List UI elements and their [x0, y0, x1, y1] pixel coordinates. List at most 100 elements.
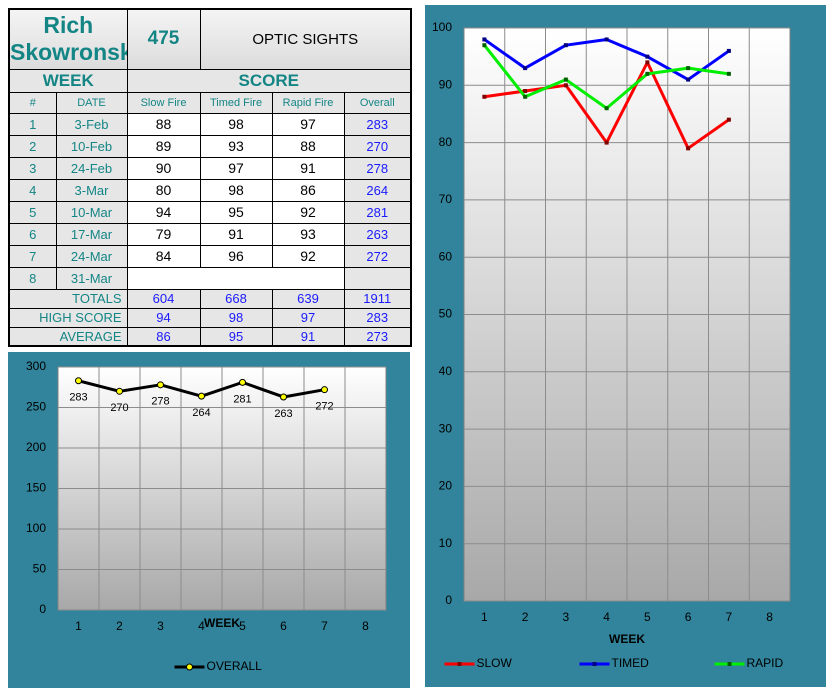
week-number: 8 [8, 266, 57, 290]
table-row: 6 17-Mar 79 91 93 263 [8, 222, 412, 246]
series-chart: 0 10 20 30 40 50 60 70 80 90 100 1 2 3 4 5 6 7 8 WEEK SLOW TI… [425, 5, 826, 687]
point-marker [523, 94, 528, 99]
y-tick-label: 150 [26, 481, 46, 495]
empty-cell [343, 266, 412, 290]
y-tick-label: 100 [432, 20, 452, 34]
y-tick-label: 40 [439, 364, 453, 378]
summary-value: 97 [271, 307, 345, 328]
x-tick-label: 4 [198, 619, 205, 633]
point-marker [604, 106, 609, 111]
table-row: AVERAGE 86 95 91 273 [8, 326, 412, 347]
overall-cell: 281 [343, 200, 412, 224]
y-tick-label: 60 [439, 249, 453, 263]
date: 24-Feb [55, 156, 128, 180]
score-cell: 94 [126, 200, 201, 224]
x-tick-label: 7 [726, 610, 733, 624]
legend-marker [592, 662, 597, 666]
overall-cell: 278 [343, 156, 412, 180]
y-tick-label: 300 [26, 359, 46, 373]
point-marker [116, 387, 123, 395]
summary-value: 95 [199, 326, 273, 347]
y-tick-label: 50 [33, 562, 47, 576]
summary-label: HIGH SCORE [8, 307, 128, 328]
data-label: 272 [315, 401, 333, 413]
week-number: 7 [8, 244, 57, 268]
table-row: 3 24-Feb 90 97 91 278 [8, 156, 412, 180]
data-label: 270 [110, 402, 128, 414]
y-tick-label: 50 [439, 307, 453, 321]
data-label: 281 [233, 393, 251, 405]
legend-marker [727, 662, 732, 666]
week-number: 5 [8, 200, 57, 224]
score-cell: 79 [126, 222, 201, 246]
summary-value: 86 [126, 326, 201, 347]
date: 10-Feb [55, 134, 128, 158]
point-marker [645, 60, 650, 65]
table-row: Rich Skowronski 475 OPTIC SIGHTS [8, 8, 412, 70]
point-marker [726, 117, 731, 122]
overall-cell: 272 [343, 244, 412, 268]
score-cell: 96 [199, 244, 273, 268]
table-row: WEEK SCORE [8, 68, 412, 93]
legend-label: TIMED [612, 656, 650, 670]
score-cell: 92 [271, 200, 345, 224]
point-marker [157, 381, 164, 389]
point-marker [280, 393, 287, 401]
point-marker [726, 48, 731, 53]
table-row: 1 3-Feb 88 98 97 283 [8, 112, 412, 136]
column-header: Overall [343, 91, 412, 114]
column-header: Timed Fire [199, 91, 273, 114]
table-row: 2 10-Feb 89 93 88 270 [8, 134, 412, 158]
overall-cell: 283 [343, 112, 412, 136]
legend-marker [457, 662, 462, 666]
y-tick-label: 0 [39, 602, 46, 616]
group-header: SCORE [126, 68, 412, 93]
score-cell: 86 [271, 178, 345, 202]
summary-value: 668 [199, 288, 273, 309]
point-marker [686, 77, 691, 82]
y-tick-label: 0 [445, 593, 452, 607]
date: 10-Mar [55, 200, 128, 224]
week-number: 3 [8, 156, 57, 180]
score-cell: 89 [126, 134, 201, 158]
point-marker [75, 377, 82, 385]
summary-value: 94 [126, 307, 201, 328]
legend-marker [186, 663, 193, 671]
y-tick-label: 100 [26, 521, 46, 535]
point-marker [482, 37, 487, 42]
score-cell: 91 [199, 222, 273, 246]
legend-label: SLOW [477, 656, 513, 670]
summary-value: 98 [199, 307, 273, 328]
y-tick-label: 10 [439, 536, 453, 550]
legend-label: OVERALL [207, 659, 263, 673]
x-tick-label: 1 [75, 619, 82, 633]
week-number: 6 [8, 222, 57, 246]
point-marker [482, 43, 487, 48]
y-tick-label: 20 [439, 479, 453, 493]
summary-label: TOTALS [8, 288, 128, 309]
week-number: 4 [8, 178, 57, 202]
x-tick-label: 5 [239, 619, 246, 633]
y-tick-label: 90 [439, 77, 453, 91]
shooter-name: Rich Skowronski [8, 8, 128, 70]
point-marker [645, 71, 650, 76]
point-marker [482, 94, 487, 99]
summary-label: AVERAGE [8, 326, 128, 347]
x-tick-label: 8 [766, 610, 773, 624]
point-marker [686, 66, 691, 71]
week-number: 1 [8, 112, 57, 136]
x-tick-label: 7 [321, 619, 328, 633]
score-cell: 93 [199, 134, 273, 158]
y-tick-label: 250 [26, 400, 46, 414]
point-marker [563, 43, 568, 48]
score-cell: 92 [271, 244, 345, 268]
total-score: 475 [126, 8, 201, 70]
score-cell: 98 [199, 112, 273, 136]
column-header: Rapid Fire [271, 91, 345, 114]
point-marker [563, 83, 568, 88]
summary-value: 91 [271, 326, 345, 347]
date: 24-Mar [55, 244, 128, 268]
y-tick-label: 80 [439, 135, 453, 149]
overall-chart: 0 50 100 150 200 250 300 1 2 3 4 5 6 7 8 WEEK 283 270 278 2… [8, 352, 410, 688]
point-marker [563, 77, 568, 82]
